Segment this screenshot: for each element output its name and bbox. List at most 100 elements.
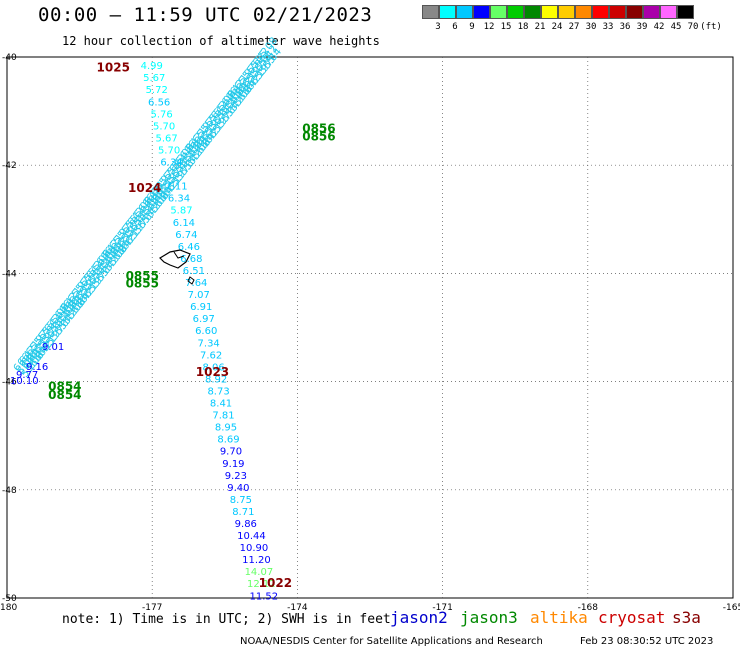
legend-label: 70 — [687, 22, 699, 32]
track-wave-height: 11.52 — [250, 591, 279, 602]
track-wave-height: 6.74 — [175, 230, 197, 241]
legend-label: 24 — [551, 22, 563, 32]
track-wave-height: 5.72 — [146, 85, 168, 96]
lat-tick-label: -44 — [2, 269, 17, 279]
legend-label: 3 — [435, 22, 441, 32]
legend-swatch — [609, 5, 626, 19]
track-wave-height: 6.46 — [178, 242, 200, 253]
track-wave-height: 6.91 — [190, 302, 212, 313]
color-legend: 3 6 9 12 15 18 21 24 27 30 33 36 39 42 45 70 (ft) — [422, 5, 722, 32]
pass-time-label: 1025 — [97, 61, 130, 75]
legend-swatch — [490, 5, 507, 19]
track-wave-height: 8.69 — [217, 435, 239, 446]
legend-swatch — [558, 5, 575, 19]
track-wave-height: 5.87 — [170, 206, 192, 217]
legend-label: 33 — [602, 22, 614, 32]
track-wave-height: 8.95 — [215, 423, 237, 434]
legend-label: 18 — [517, 22, 529, 32]
page-title: 00:00 — 11:59 UTC 02/21/2023 — [38, 4, 373, 26]
track-wave-height: 6.56 — [148, 97, 170, 108]
track-wave-height: 8.73 — [207, 386, 229, 397]
track-wave-height: 11.20 — [242, 555, 271, 566]
lat-tick-label: -50 — [2, 594, 17, 604]
pass-time-label: 0855 — [126, 277, 159, 291]
legend-label: 12 — [483, 22, 495, 32]
map-frame — [6, 56, 734, 599]
track-wave-height: 6.51 — [183, 266, 205, 277]
track-wave-height: 6.14 — [173, 218, 195, 229]
pass-time-label: 0854 — [48, 388, 81, 402]
track-wave-height: 7.34 — [198, 338, 220, 349]
satellite-name-jason2: jason2 — [390, 608, 448, 627]
pass-time-label: 0856 — [302, 129, 335, 143]
track-wave-height: 5.67 — [155, 133, 177, 144]
legend-label: 42 — [653, 22, 665, 32]
footer-timestamp: Feb 23 08:30:52 UTC 2023 — [580, 636, 714, 647]
legend-swatch — [677, 5, 694, 19]
track-wave-height: 6.68 — [180, 254, 202, 265]
track-wave-height: 10.90 — [240, 543, 269, 554]
track-wave-height: 5.70 — [158, 145, 180, 156]
legend-swatch — [524, 5, 541, 19]
legend-swatch — [456, 5, 473, 19]
footer-credit: NOAA/NESDIS Center for Satellite Applica… — [240, 636, 543, 647]
track-wave-height: 7.07 — [188, 290, 210, 301]
legend-swatches — [422, 5, 694, 19]
satellite-name-s3a: s3a — [672, 608, 701, 627]
page-subtitle: 12 hour collection of altimeter wave hei… — [62, 34, 380, 48]
lon-tick-label: -165 — [723, 603, 740, 613]
track-wave-height: 5.76 — [151, 109, 173, 120]
satellite-name-jason3: jason3 — [460, 608, 518, 627]
track-wave-height: 9.86 — [235, 519, 257, 530]
lat-tick-label: -46 — [2, 378, 17, 388]
legend-swatch — [541, 5, 558, 19]
swath-end-value: 9.77 — [16, 370, 38, 381]
legend-swatch — [660, 5, 677, 19]
track-wave-height: 5.67 — [143, 73, 165, 84]
legend-label: 9 — [469, 22, 475, 32]
lon-tick-label: -177 — [142, 603, 162, 613]
satellite-name-cryosat: cryosat — [598, 608, 666, 627]
lat-tick-label: -42 — [2, 161, 17, 171]
track-wave-height: 9.23 — [225, 471, 247, 482]
track-wave-height: 14.07 — [245, 567, 274, 578]
legend-label: 39 — [636, 22, 648, 32]
track-wave-height: 4.99 — [141, 61, 163, 72]
track-wave-height: 10.44 — [237, 531, 266, 542]
track-wave-height: 8.92 — [205, 374, 227, 385]
satellite-swath: 5.085.25.45.25.45.65.45.65.75.65.75.95.7… — [10, 36, 284, 387]
pass-time-label: 1022 — [259, 576, 292, 590]
pass-time-label: 0856 — [302, 121, 335, 135]
track-wave-height: 6.97 — [193, 314, 215, 325]
track-wave-height: 6.60 — [195, 326, 217, 337]
track-wave-height: 9.40 — [227, 483, 249, 494]
lon-tick-label: -168 — [578, 603, 599, 613]
lon-tick-label: -171 — [432, 603, 452, 613]
track-wave-height: 5.70 — [153, 121, 175, 132]
pass-time-label: 1023 — [196, 365, 229, 379]
swath-end-value: 10.10 — [10, 376, 39, 387]
legend-label: 36 — [619, 22, 631, 32]
track-wave-height: 7.81 — [212, 411, 234, 422]
legend-swatch — [422, 5, 439, 19]
pass-time-label: 0854 — [48, 379, 81, 393]
island-outline-chatham — [159, 249, 195, 285]
legend-label: 27 — [568, 22, 580, 32]
lat-tick-label: -40 — [2, 53, 17, 63]
track-wave-height: 9.19 — [222, 459, 244, 470]
legend-swatch — [473, 5, 490, 19]
legend-unit: (ft) — [700, 22, 722, 32]
pass-time-label: 0855 — [126, 269, 159, 283]
legend-swatch — [507, 5, 524, 19]
lon-tick-label: -180 — [0, 603, 17, 613]
legend-swatch — [439, 5, 456, 19]
footer-note: note: 1) Time is in UTC; 2) SWH is in fe… — [62, 612, 391, 627]
legend-swatch — [575, 5, 592, 19]
pass-time-label: 1024 — [128, 181, 161, 195]
track-wave-height: 8.75 — [230, 495, 252, 506]
track-wave-height: 6.34 — [168, 194, 190, 205]
legend-swatch — [643, 5, 660, 19]
legend-label: 15 — [500, 22, 512, 32]
